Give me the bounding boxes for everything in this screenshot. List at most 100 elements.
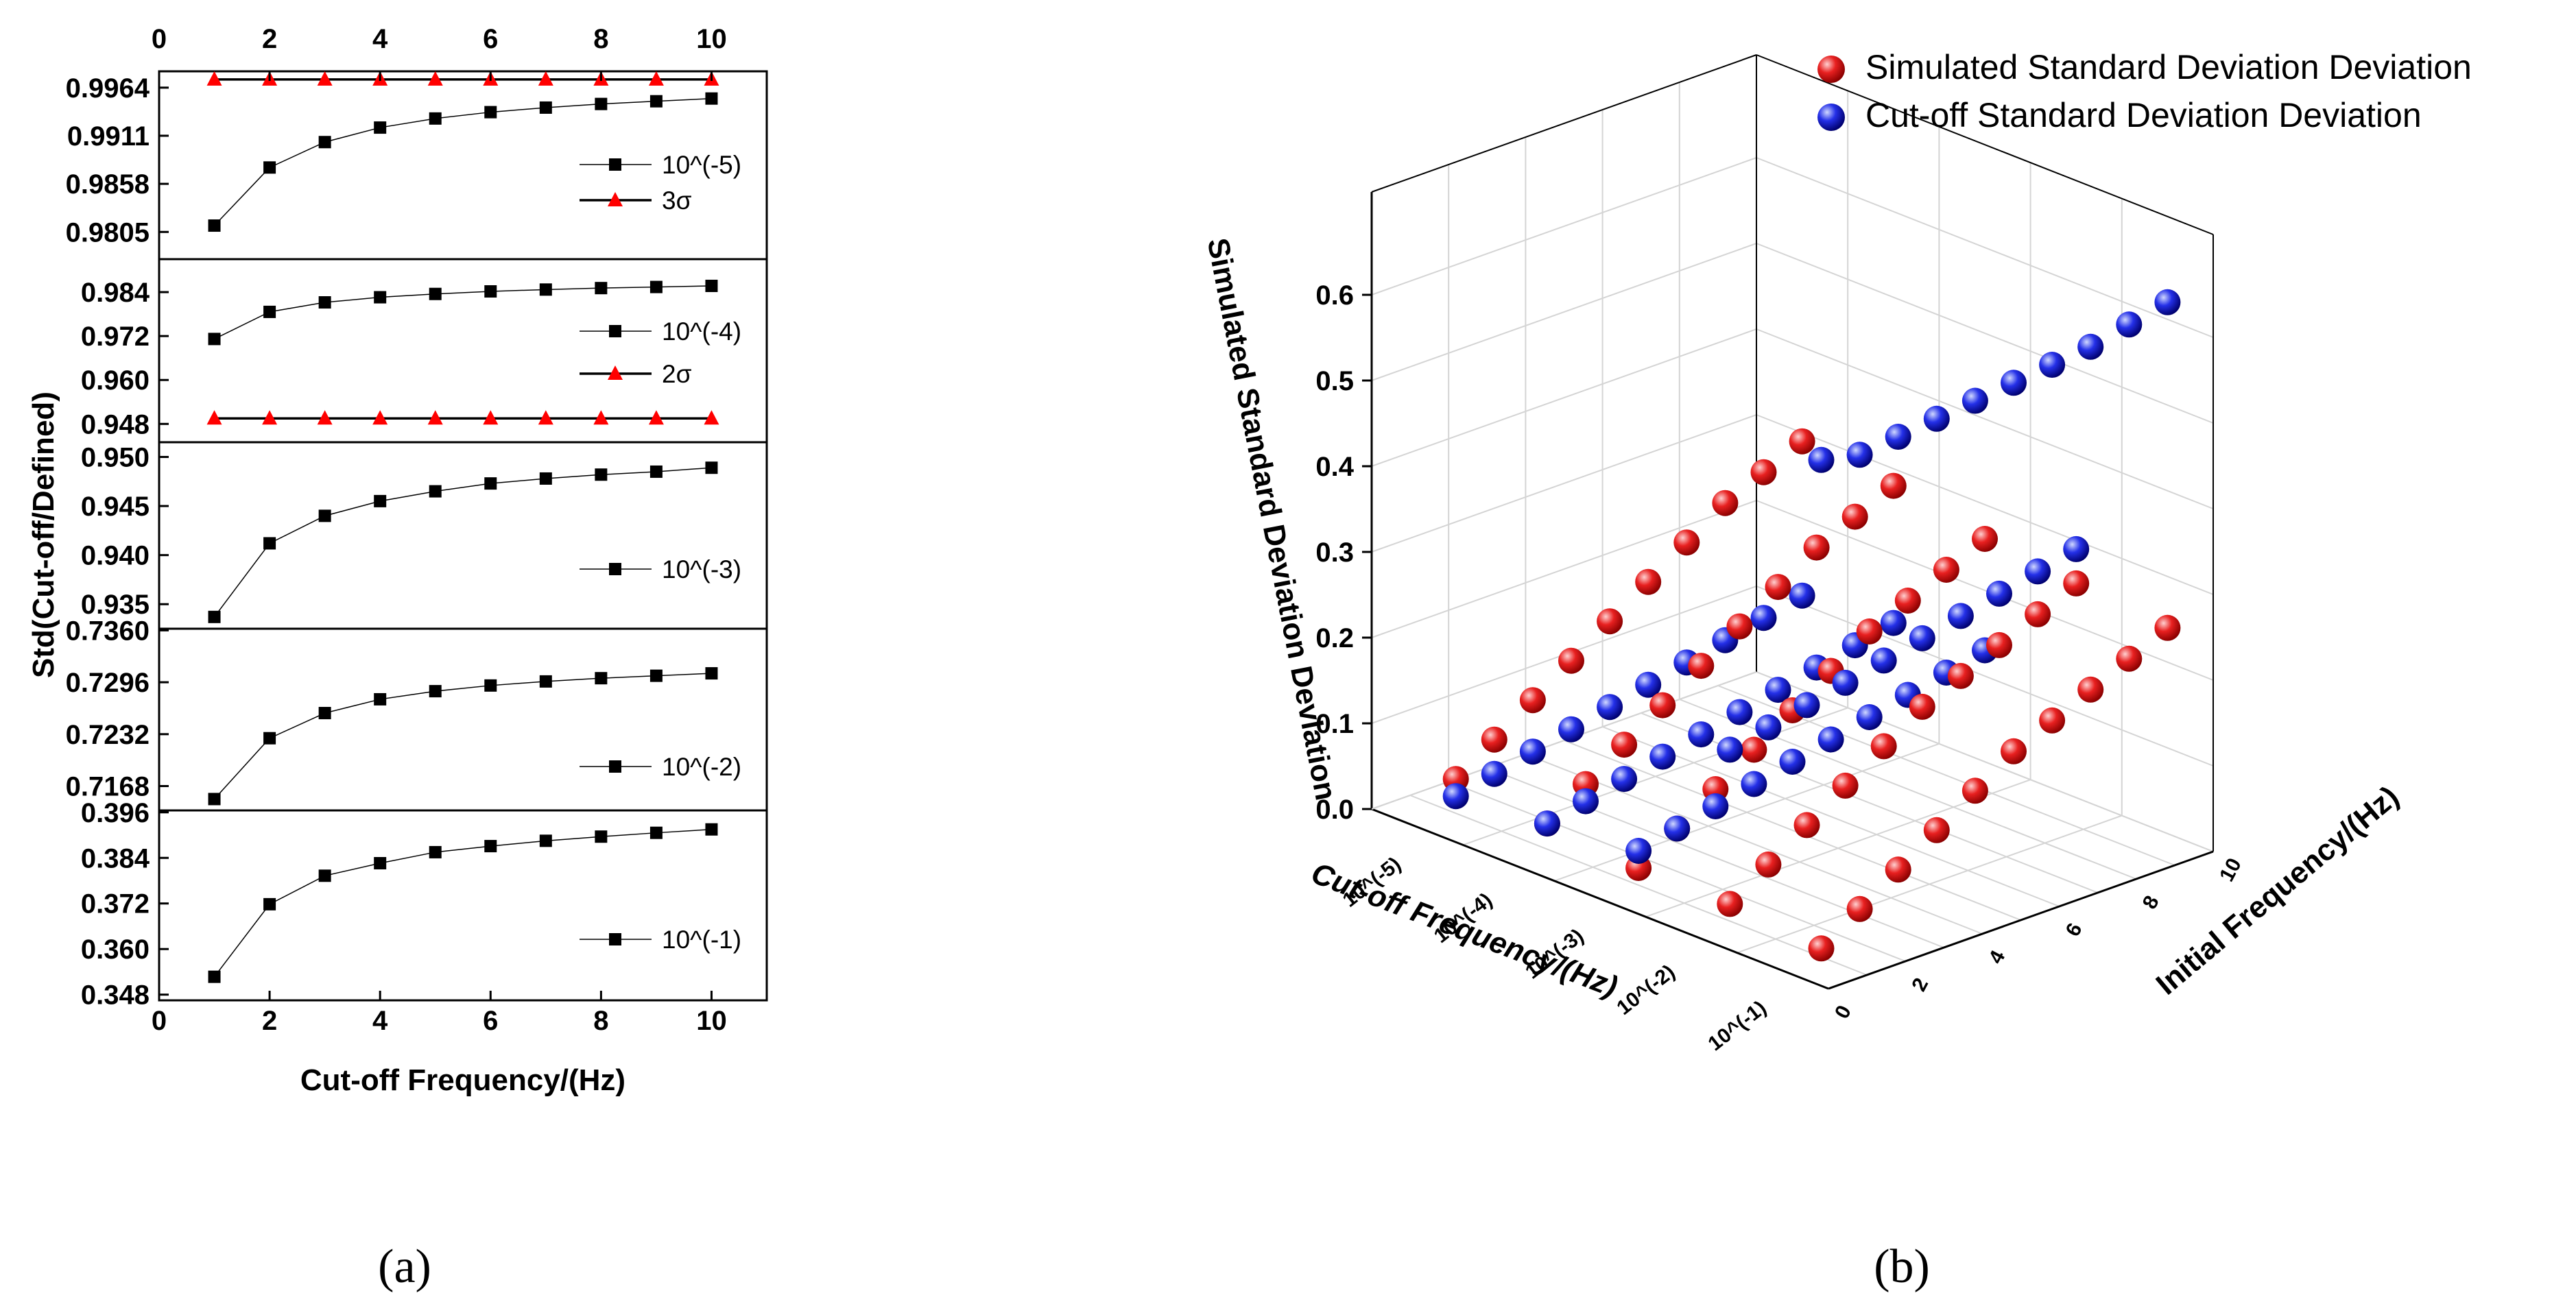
data-point-square [595, 672, 608, 685]
z-tick-label: 0.3 [1315, 538, 1354, 568]
top-x-tick-label: 0 [152, 24, 167, 54]
simulated-point [1635, 568, 1662, 595]
data-point-square [318, 136, 331, 149]
floor-edge [1371, 671, 1757, 810]
cutoff-point [2001, 370, 2027, 396]
y-tick-label: 10 [2215, 854, 2246, 885]
simulated-point [1688, 653, 1715, 679]
data-point-triangle [206, 410, 222, 425]
legend-marker-square [609, 760, 621, 773]
data-point-triangle [317, 410, 333, 425]
simulated-point [1481, 726, 1507, 753]
cutoff-point [1611, 766, 1638, 793]
floor-grid-line [1448, 781, 1906, 962]
data-point-square [429, 845, 442, 858]
simulated-point [1755, 851, 1782, 878]
data-point-square [318, 869, 331, 882]
data-point-square [705, 461, 718, 474]
floor-grid-line [1602, 726, 2060, 907]
y-tick-label: 0.940 [81, 541, 150, 571]
cutoff-point [1741, 771, 1767, 797]
data-point-square [484, 679, 497, 692]
simulated-point [1986, 631, 2012, 658]
legend-marker [1817, 56, 1845, 83]
simulated-point [2001, 738, 2027, 764]
y-tick-label: 0.372 [81, 889, 150, 919]
series-10^(-1): 10^(-1) [208, 823, 741, 983]
subfigure-label-a: (a) [378, 1240, 431, 1293]
data-point-square [374, 121, 387, 134]
legend-label: Cut-off Standard Deviation Deviation [1865, 96, 2422, 134]
floor-grid-line [1641, 712, 2099, 893]
panel-4: 0.7168 0.7232 0.7296 0.7360 10^(-2) [66, 616, 768, 812]
data-point-square [318, 707, 331, 720]
cutoff-point [2077, 333, 2104, 360]
simulated-point [1856, 618, 1883, 644]
legend-marker-square [609, 563, 621, 575]
y-axis-title: Initial Frequency/(Hz) [2150, 780, 2405, 1002]
data-point-square [649, 280, 663, 293]
series-3σ: 3σ [206, 71, 719, 215]
data-point-square [539, 472, 552, 485]
data-point-triangle [593, 410, 609, 425]
y-tick-label: 0.935 [81, 590, 150, 620]
panel-3: 0.935 0.940 0.945 0.950 10^(-3) [81, 441, 768, 630]
x-axis-title: Cut-off Frequency/(Hz) [300, 1063, 625, 1097]
simulated-point [1870, 733, 1897, 760]
simulated-point [1885, 856, 1911, 883]
data-point-square [649, 465, 663, 478]
legend-label: 10^(-3) [662, 555, 741, 583]
y-tick-label: 0.948 [81, 409, 150, 439]
side-wall-grid-line [1756, 243, 2214, 424]
data-point-triangle [317, 71, 333, 86]
data-point-triangle [538, 71, 553, 86]
floor-grid-line [1525, 754, 1983, 935]
y-tick-label: 0.384 [81, 843, 150, 873]
simulated-point [2039, 707, 2066, 734]
data-point-square [705, 92, 718, 105]
side-wall-grid-line [1756, 328, 2214, 509]
y-tick-label: 0.972 [81, 322, 150, 352]
simulated-point [1961, 777, 1988, 804]
y-tick-label: 0.9964 [66, 73, 150, 104]
cutoff-point [1755, 714, 1782, 740]
data-point-square [429, 685, 442, 698]
data-point-square [263, 305, 276, 318]
side-wall-grid-line [1756, 671, 2214, 852]
data-point-square [705, 279, 718, 292]
frame-edge [1371, 54, 1757, 193]
data-point-square [539, 283, 552, 296]
z-tick-label: 0.2 [1315, 623, 1354, 653]
simulated-point [1832, 772, 1859, 799]
y-tick-label: 0 [1830, 1002, 1856, 1022]
simulated-point [1597, 608, 1623, 635]
cutoff-point [1534, 810, 1560, 837]
x-tick-label: 8 [593, 1006, 608, 1036]
panel-5: 0.348 0.360 0.372 0.384 0.396 10^(-1) [81, 798, 768, 1011]
data-point-square [649, 826, 663, 839]
back-wall-grid-line [1371, 500, 1757, 638]
simulated-point [1649, 692, 1676, 719]
cutoff-point [1870, 647, 1897, 674]
simulated-point [2077, 676, 2104, 703]
cutoff-point [2154, 289, 2181, 315]
cutoff-point [1808, 446, 1835, 473]
data-point-square [539, 834, 552, 847]
data-point-square [318, 296, 331, 309]
data-point-square [429, 485, 442, 498]
data-point-square [595, 282, 608, 295]
side-wall-grid-line [1756, 414, 2214, 595]
simulated-point [1789, 428, 1815, 455]
cutoff-point [1702, 793, 1729, 819]
simulated-point [1803, 534, 1830, 561]
data-point-triangle [427, 71, 443, 86]
cutoff-point [1597, 694, 1623, 721]
simulated-point [1741, 736, 1767, 763]
data-point-triangle [262, 410, 278, 425]
legend-marker-triangle [608, 365, 623, 380]
y-tick-label: 0.396 [81, 798, 150, 828]
data-point-square [595, 468, 608, 481]
cutoff-point [1765, 677, 1791, 703]
cutoff-point [1909, 625, 1935, 651]
